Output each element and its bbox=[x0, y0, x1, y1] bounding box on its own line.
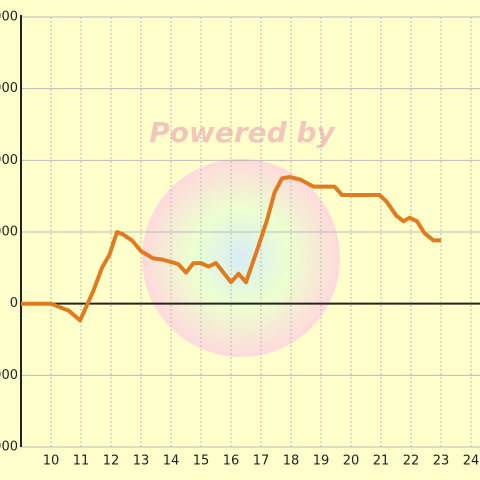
grid bbox=[20, 15, 480, 448]
y-tick-label: 3,000 bbox=[0, 225, 18, 240]
x-tick-label: 23 bbox=[433, 454, 450, 469]
y-tick-label: 0 bbox=[10, 296, 18, 311]
y-tick-label: 12,000 bbox=[0, 10, 18, 25]
x-tick-label: 13 bbox=[133, 454, 150, 469]
x-tick-label: 17 bbox=[253, 454, 270, 469]
line-series bbox=[21, 175, 441, 323]
watermark-logo bbox=[142, 159, 340, 357]
x-tick-label: 11 bbox=[73, 454, 90, 469]
y-tick-label: -3,000 bbox=[0, 368, 18, 383]
y-tick-label: -6,000 bbox=[0, 440, 18, 455]
x-tick-label: 10 bbox=[43, 454, 60, 469]
x-tick-label: 14 bbox=[163, 454, 180, 469]
x-tick-label: 21 bbox=[373, 454, 390, 469]
x-tick-label: 24 bbox=[463, 454, 480, 469]
y-tick-label: 6,000 bbox=[0, 153, 18, 168]
x-tick-label: 12 bbox=[103, 454, 120, 469]
x-tick-label: 16 bbox=[223, 454, 240, 469]
x-tick-label: 20 bbox=[343, 454, 360, 469]
plot bbox=[21, 175, 441, 323]
x-tick-label: 15 bbox=[193, 454, 210, 469]
x-tick-label: 18 bbox=[283, 454, 300, 469]
y-tick-label: 9,000 bbox=[0, 81, 18, 96]
watermark: Powered by bbox=[149, 116, 336, 149]
x-tick-label: 19 bbox=[313, 454, 330, 469]
x-tick-label: 22 bbox=[403, 454, 420, 469]
